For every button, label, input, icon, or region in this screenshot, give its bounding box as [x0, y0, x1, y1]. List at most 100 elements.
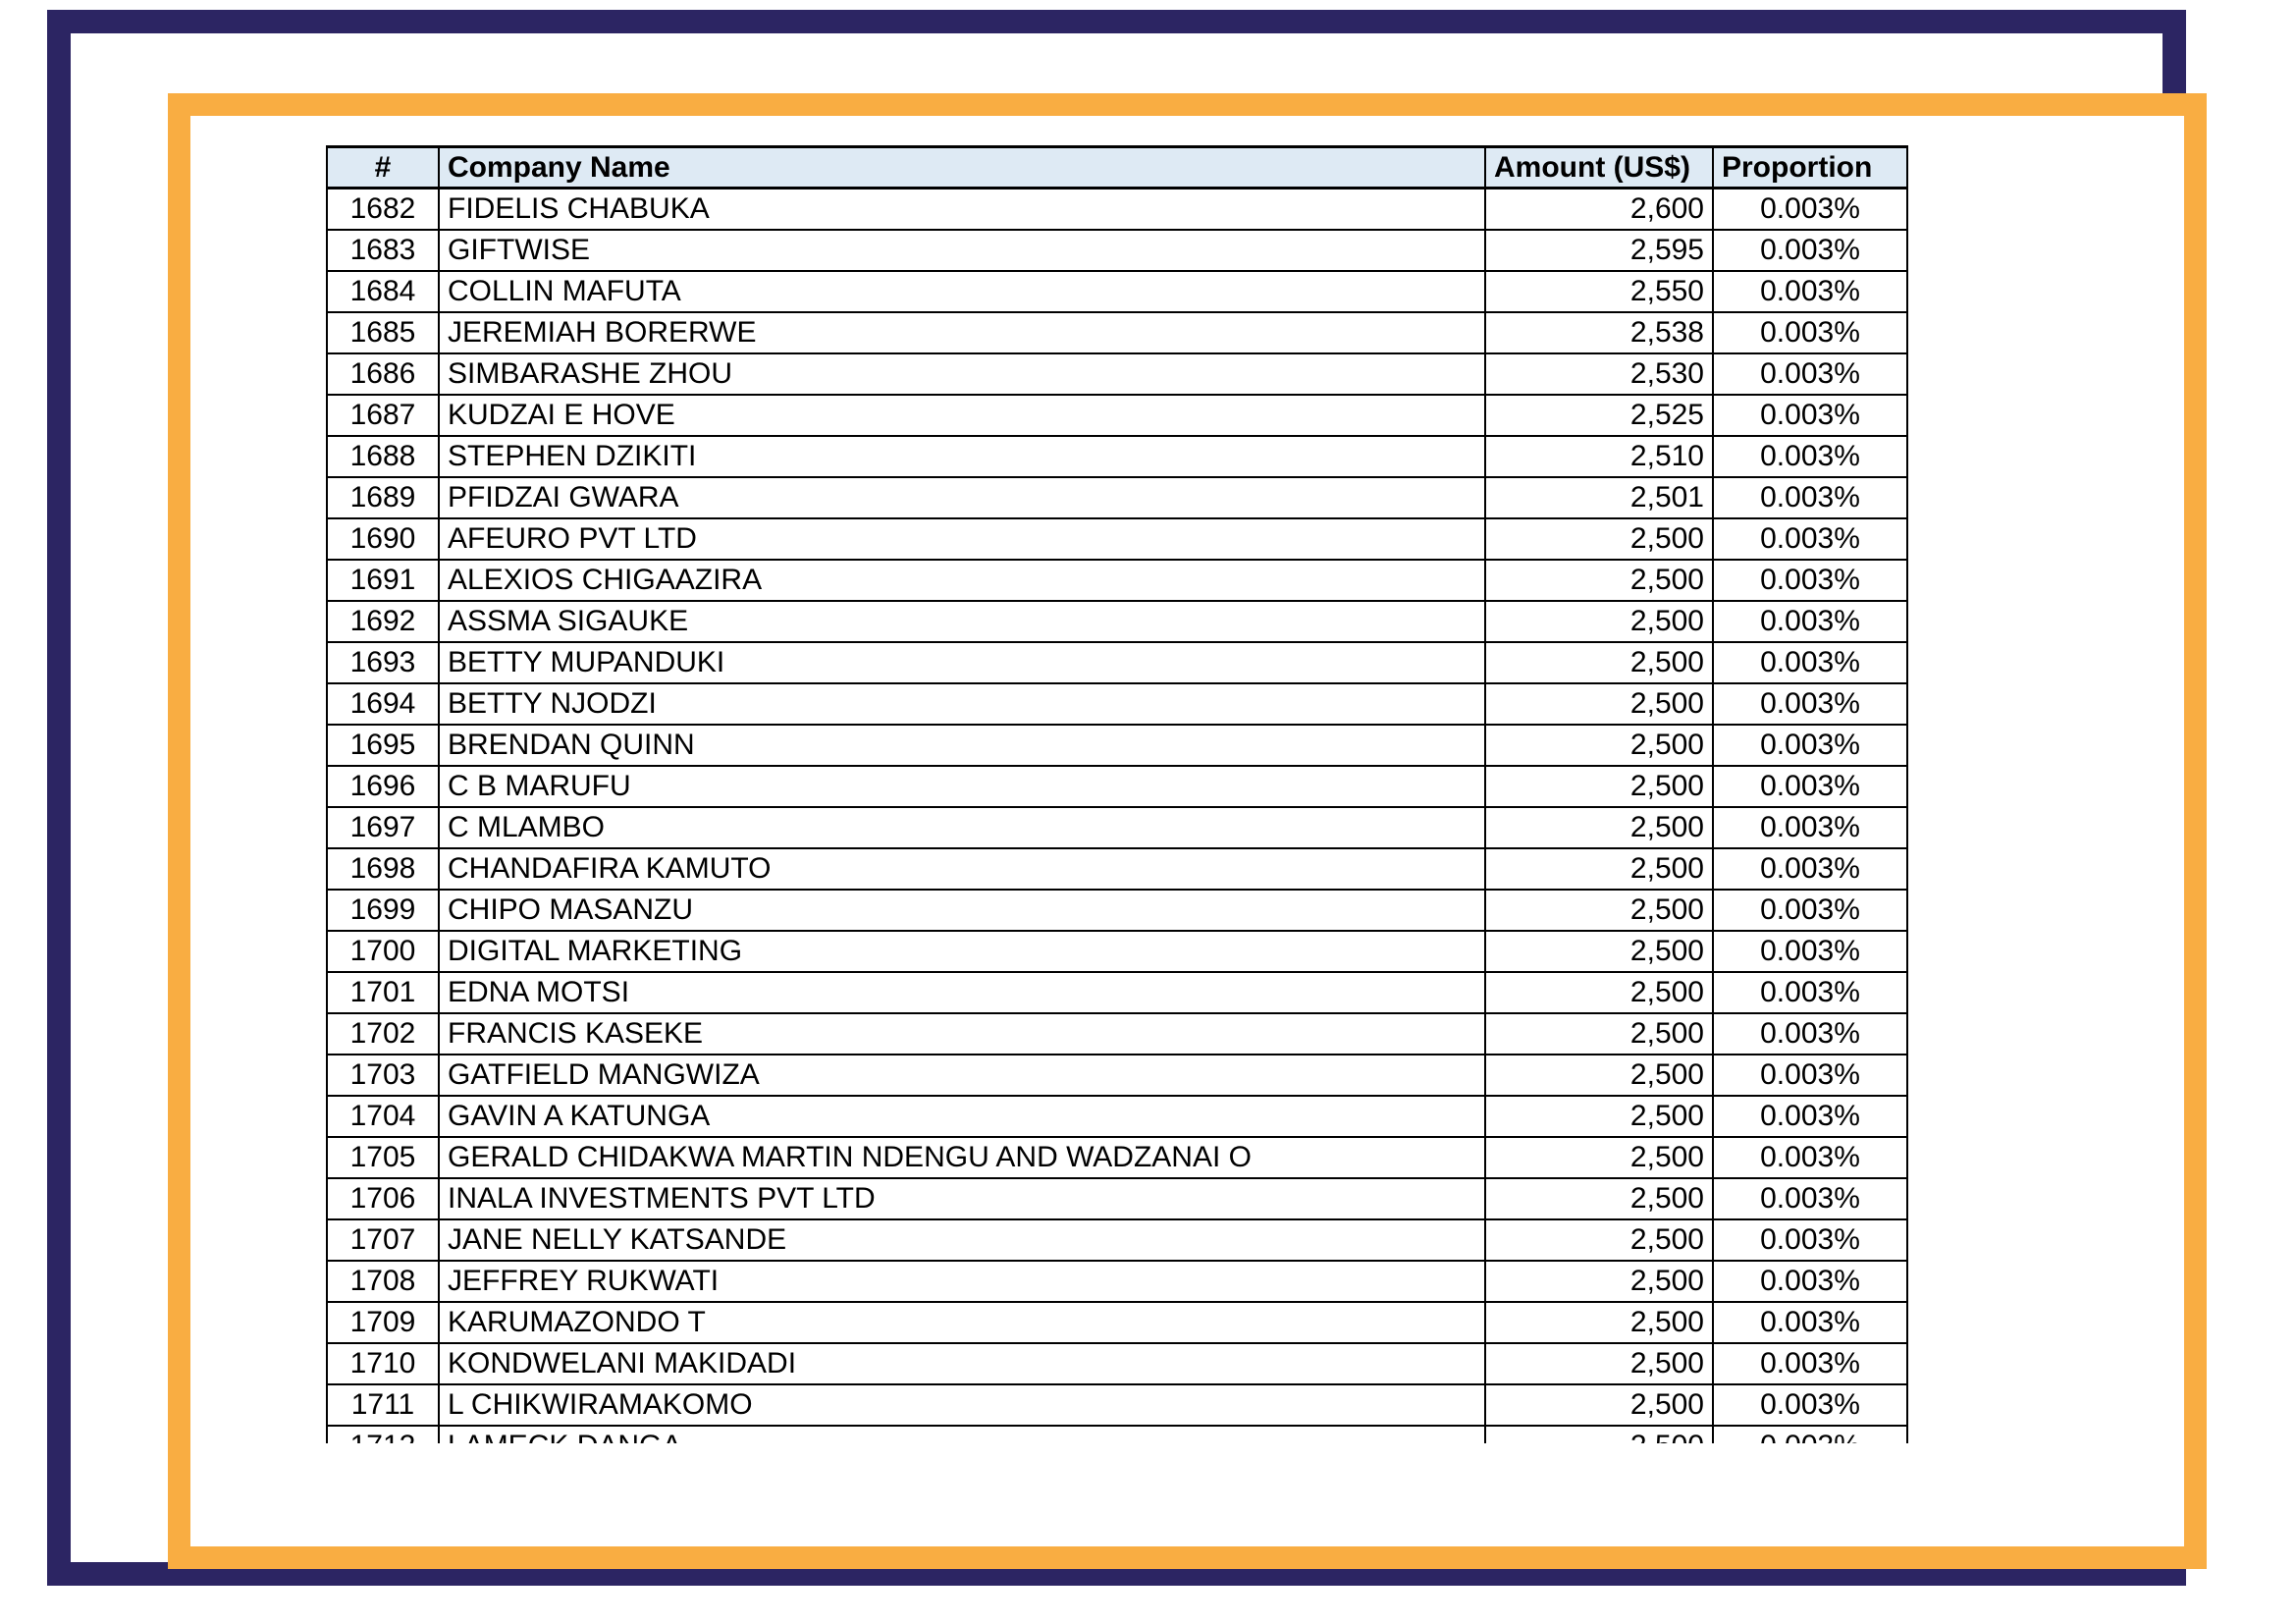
- table-row[interactable]: 1684 COLLIN MAFUTA 2,550 0.003%: [326, 269, 1908, 313]
- cell-index: 1700: [326, 929, 440, 973]
- cell-amount: 2,500: [1484, 558, 1714, 602]
- table-row[interactable]: 1689 PFIDZAI GWARA 2,501 0.003%: [326, 475, 1908, 519]
- table-row[interactable]: 1692 ASSMA SIGAUKE 2,500 0.003%: [326, 599, 1908, 643]
- table-row[interactable]: 1699 CHIPO MASANZU 2,500 0.003%: [326, 888, 1908, 932]
- table-header: # Company Name Amount (US$) Proportion: [326, 145, 1908, 189]
- table-row[interactable]: 1697 C MLAMBO 2,500 0.003%: [326, 805, 1908, 849]
- cell-company: GATFIELD MANGWIZA: [438, 1053, 1486, 1097]
- cell-amount: 2,500: [1484, 1300, 1714, 1344]
- table-row[interactable]: 1705 GERALD CHIDAKWA MARTIN NDENGU AND WA…: [326, 1135, 1908, 1179]
- cell-company: CHIPO MASANZU: [438, 888, 1486, 932]
- cell-amount: 2,500: [1484, 846, 1714, 891]
- cell-proportion: 0.003%: [1712, 434, 1908, 478]
- table-row[interactable]: 1701 EDNA MOTSI 2,500 0.003%: [326, 970, 1908, 1014]
- cell-company: COLLIN MAFUTA: [438, 269, 1486, 313]
- cell-index: 1705: [326, 1135, 440, 1179]
- table-row[interactable]: 1683 GIFTWISE 2,595 0.003%: [326, 228, 1908, 272]
- column-header-company[interactable]: Company Name: [438, 145, 1486, 189]
- table-row[interactable]: 1710 KONDWELANI MAKIDADI 2,500 0.003%: [326, 1341, 1908, 1385]
- cell-proportion: 0.003%: [1712, 1176, 1908, 1220]
- cell-company: PFIDZAI GWARA: [438, 475, 1486, 519]
- cell-amount: 2,500: [1484, 1011, 1714, 1055]
- table-row[interactable]: 1700 DIGITAL MARKETING 2,500 0.003%: [326, 929, 1908, 973]
- column-header-amount[interactable]: Amount (US$): [1484, 145, 1714, 189]
- cell-proportion: 0.003%: [1712, 846, 1908, 891]
- table-row[interactable]: 1707 JANE NELLY KATSANDE 2,500 0.003%: [326, 1217, 1908, 1262]
- cell-amount: 2,500: [1484, 1217, 1714, 1262]
- table-row[interactable]: 1687 KUDZAI E HOVE 2,525 0.003%: [326, 393, 1908, 437]
- cell-proportion: 0.003%: [1712, 475, 1908, 519]
- cell-index: 1710: [326, 1341, 440, 1385]
- cell-amount: 2,525: [1484, 393, 1714, 437]
- cell-index: 1692: [326, 599, 440, 643]
- cell-amount: 2,500: [1484, 1341, 1714, 1385]
- cell-proportion: 0.003%: [1712, 1135, 1908, 1179]
- cell-amount: 2,500: [1484, 599, 1714, 643]
- cell-amount: 2,500: [1484, 640, 1714, 684]
- table-row[interactable]: 1708 JEFFREY RUKWATI 2,500 0.003%: [326, 1259, 1908, 1303]
- table-row[interactable]: 1688 STEPHEN DZIKITI 2,510 0.003%: [326, 434, 1908, 478]
- cell-proportion: 0.003%: [1712, 888, 1908, 932]
- table-row[interactable]: 1682 FIDELIS CHABUKA 2,600 0.003%: [326, 187, 1908, 231]
- cell-company: KUDZAI E HOVE: [438, 393, 1486, 437]
- column-header-index[interactable]: #: [326, 145, 440, 189]
- cell-amount: 2,538: [1484, 310, 1714, 354]
- cell-company: AFEURO PVT LTD: [438, 516, 1486, 561]
- cell-company: FRANCIS KASEKE: [438, 1011, 1486, 1055]
- cell-index: 1697: [326, 805, 440, 849]
- cell-index: 1704: [326, 1094, 440, 1138]
- table-row[interactable]: 1706 INALA INVESTMENTS PVT LTD 2,500 0.003%: [326, 1176, 1908, 1220]
- cell-amount: 2,500: [1484, 970, 1714, 1014]
- cell-index: 1682: [326, 187, 440, 231]
- cell-company: EDNA MOTSI: [438, 970, 1486, 1014]
- cell-amount: 2,500: [1484, 1094, 1714, 1138]
- cell-proportion: 0.003%: [1712, 723, 1908, 767]
- cell-index: 1711: [326, 1382, 440, 1427]
- table-row[interactable]: 1703 GATFIELD MANGWIZA 2,500 0.003%: [326, 1053, 1908, 1097]
- table-row[interactable]: 1693 BETTY MUPANDUKI 2,500 0.003%: [326, 640, 1908, 684]
- cell-company: C MLAMBO: [438, 805, 1486, 849]
- cell-index: 1691: [326, 558, 440, 602]
- table-row[interactable]: 1696 C B MARUFU 2,500 0.003%: [326, 764, 1908, 808]
- cell-proportion: 0.003%: [1712, 640, 1908, 684]
- cell-proportion: 0.003%: [1712, 1424, 1908, 1443]
- table-row[interactable]: 1711 L CHIKWIRAMAKOMO 2,500 0.003%: [326, 1382, 1908, 1427]
- cell-company: KONDWELANI MAKIDADI: [438, 1341, 1486, 1385]
- cell-amount: 2,500: [1484, 516, 1714, 561]
- cell-index: 1701: [326, 970, 440, 1014]
- cell-amount: 2,500: [1484, 764, 1714, 808]
- table-row[interactable]: 1709 KARUMAZONDO T 2,500 0.003%: [326, 1300, 1908, 1344]
- cell-proportion: 0.003%: [1712, 599, 1908, 643]
- table-row[interactable]: 1685 JEREMIAH BORERWE 2,538 0.003%: [326, 310, 1908, 354]
- column-header-proportion[interactable]: Proportion: [1712, 145, 1908, 189]
- cell-amount: 2,500: [1484, 1135, 1714, 1179]
- cell-amount: 2,510: [1484, 434, 1714, 478]
- contributions-table: # Company Name Amount (US$) Proportion 1…: [326, 145, 1908, 1443]
- cell-index: 1689: [326, 475, 440, 519]
- table-row[interactable]: 1691 ALEXIOS CHIGAAZIRA 2,500 0.003%: [326, 558, 1908, 602]
- table-row[interactable]: 1690 AFEURO PVT LTD 2,500 0.003%: [326, 516, 1908, 561]
- cell-company: GAVIN A KATUNGA: [438, 1094, 1486, 1138]
- cell-index: 1709: [326, 1300, 440, 1344]
- cell-proportion: 0.003%: [1712, 1011, 1908, 1055]
- cell-company: BRENDAN QUINN: [438, 723, 1486, 767]
- cell-amount: 2,530: [1484, 352, 1714, 396]
- cell-index: 1690: [326, 516, 440, 561]
- table-row[interactable]: 1695 BRENDAN QUINN 2,500 0.003%: [326, 723, 1908, 767]
- cell-proportion: 0.003%: [1712, 269, 1908, 313]
- table-row[interactable]: 1686 SIMBARASHE ZHOU 2,530 0.003%: [326, 352, 1908, 396]
- table-row[interactable]: 1704 GAVIN A KATUNGA 2,500 0.003%: [326, 1094, 1908, 1138]
- cell-amount: 2,500: [1484, 1382, 1714, 1427]
- table-row[interactable]: 1694 BETTY NJODZI 2,500 0.003%: [326, 681, 1908, 726]
- cell-index: 1712: [326, 1424, 440, 1443]
- cell-index: 1698: [326, 846, 440, 891]
- table-row[interactable]: 1702 FRANCIS KASEKE 2,500 0.003%: [326, 1011, 1908, 1055]
- cell-company: GERALD CHIDAKWA MARTIN NDENGU AND WADZAN…: [438, 1135, 1486, 1179]
- cell-proportion: 0.003%: [1712, 516, 1908, 561]
- table-row[interactable]: 1698 CHANDAFIRA KAMUTO 2,500 0.003%: [326, 846, 1908, 891]
- cell-index: 1706: [326, 1176, 440, 1220]
- cell-proportion: 0.003%: [1712, 310, 1908, 354]
- cell-index: 1683: [326, 228, 440, 272]
